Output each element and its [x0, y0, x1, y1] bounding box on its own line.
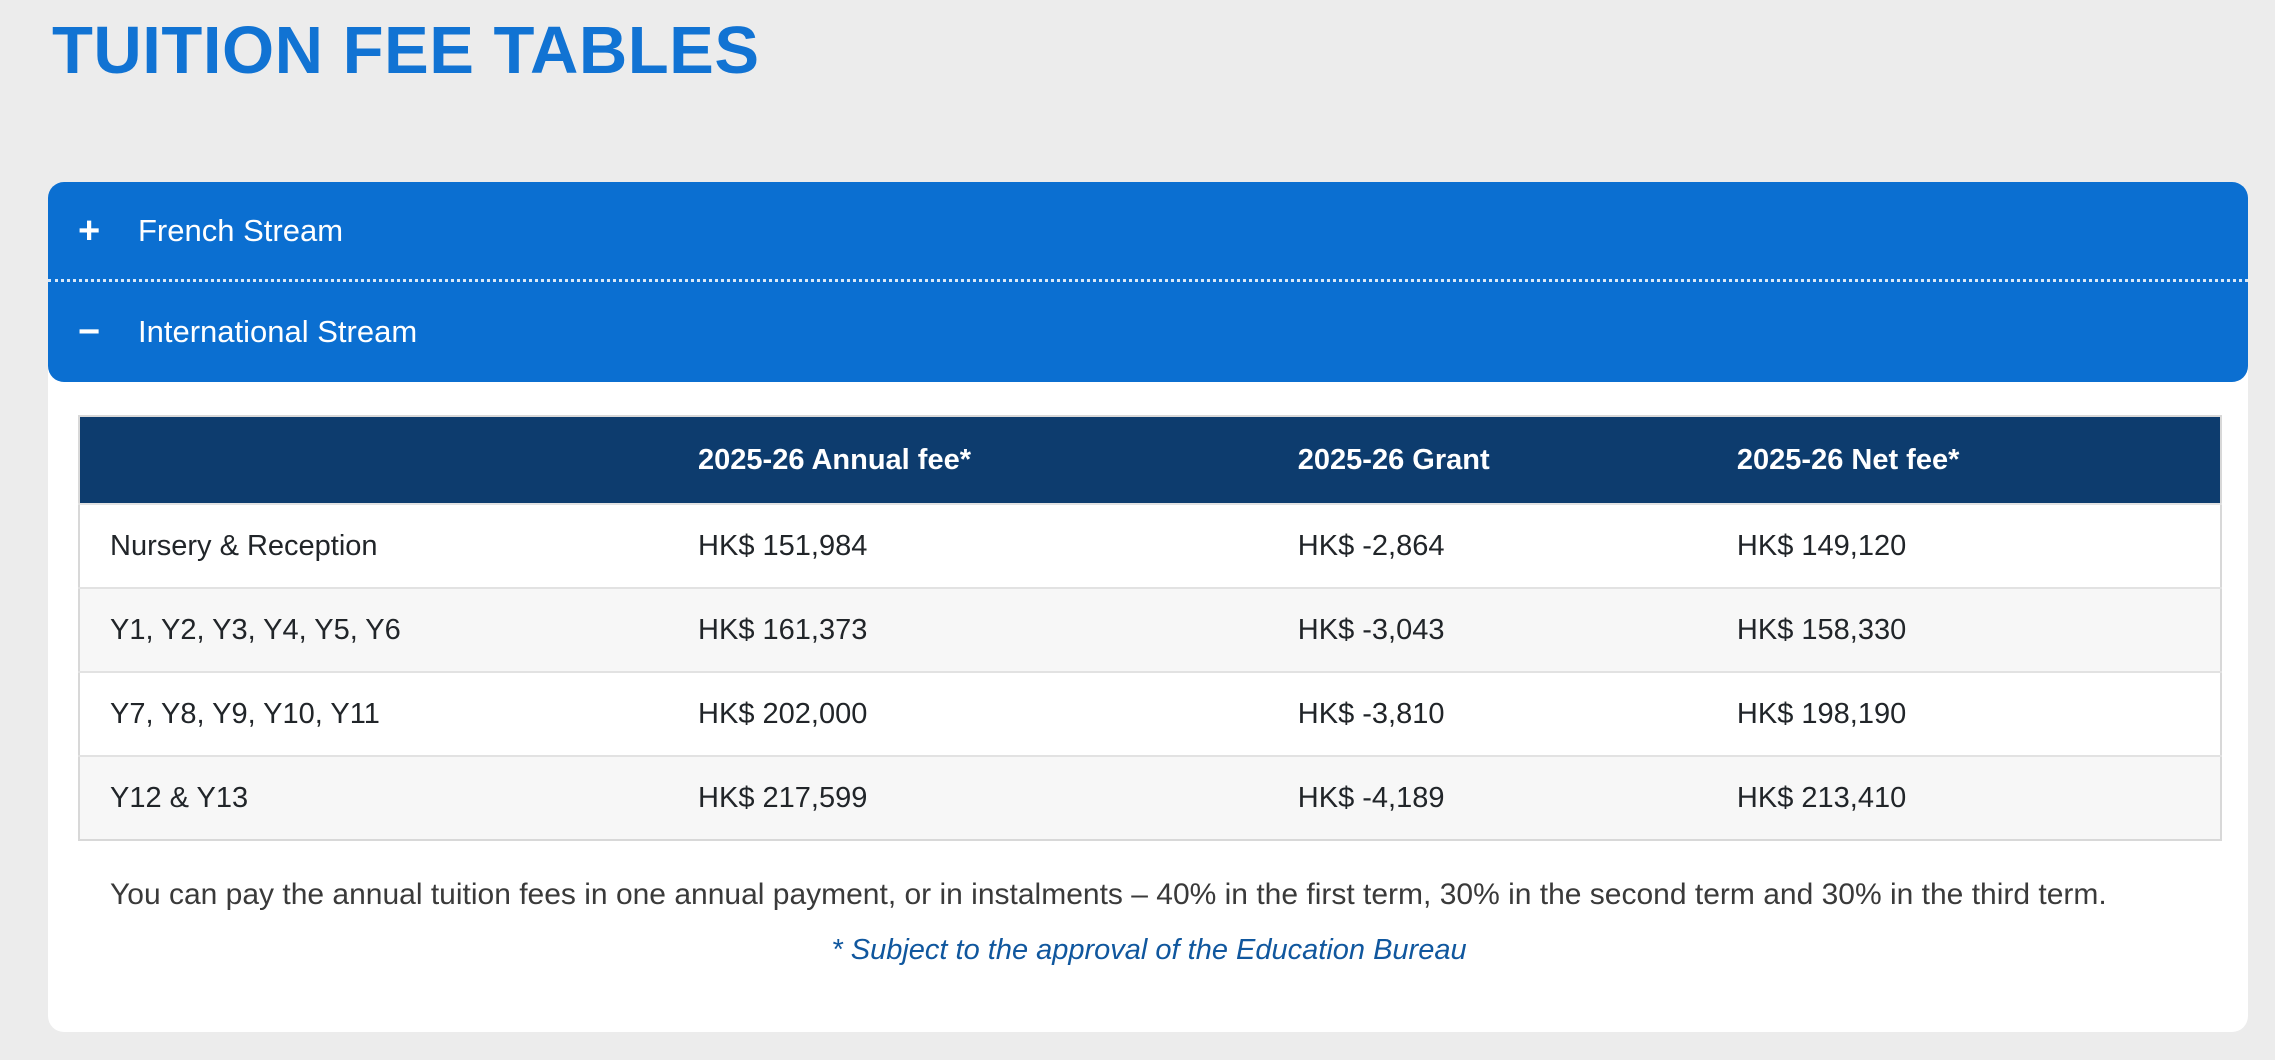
- year-group-cell: Y1, Y2, Y3, Y4, Y5, Y6: [79, 587, 669, 672]
- table-row: Y1, Y2, Y3, Y4, Y5, Y6 HK$ 161,373 HK$ -…: [79, 587, 2221, 672]
- accordion-header-international-stream[interactable]: − International Stream: [48, 282, 2248, 382]
- minus-icon: −: [78, 311, 101, 353]
- net-fee-cell: HK$ 198,190: [1706, 671, 2221, 756]
- annual-fee-cell: HK$ 151,984: [668, 503, 1268, 588]
- grant-cell: HK$ -2,864: [1267, 503, 1707, 588]
- tuition-fee-card: + French Stream − International Stream 2…: [48, 182, 2248, 1032]
- tuition-fee-table: 2025-26 Annual fee* 2025-26 Grant 2025-2…: [78, 415, 2222, 841]
- net-fee-cell: HK$ 213,410: [1706, 755, 2221, 840]
- year-group-cell: Y12 & Y13: [79, 755, 669, 840]
- grant-cell: HK$ -3,043: [1267, 587, 1707, 672]
- column-header-net-fee: 2025-26 Net fee*: [1706, 416, 2221, 504]
- payment-instructions-text: You can pay the annual tuition fees in o…: [110, 878, 2107, 911]
- education-bureau-footnote: * Subject to the approval of the Educati…: [831, 934, 1467, 967]
- table-row: Y12 & Y13 HK$ 217,599 HK$ -4,189 HK$ 213…: [79, 755, 2221, 840]
- international-stream-panel: 2025-26 Annual fee* 2025-26 Grant 2025-2…: [48, 382, 2248, 967]
- column-header-year-group: [79, 416, 669, 504]
- table-row: Y7, Y8, Y9, Y10, Y11 HK$ 202,000 HK$ -3,…: [79, 671, 2221, 756]
- year-group-cell: Y7, Y8, Y9, Y10, Y11: [79, 671, 669, 756]
- accordion-label-french-stream: French Stream: [138, 212, 344, 248]
- net-fee-cell: HK$ 158,330: [1706, 587, 2221, 672]
- year-group-cell: Nursery & Reception: [79, 503, 669, 588]
- net-fee-cell: HK$ 149,120: [1706, 503, 2221, 588]
- annual-fee-cell: HK$ 217,599: [668, 755, 1268, 840]
- plus-icon: +: [78, 209, 101, 252]
- accordion-label-international-stream: International Stream: [138, 314, 418, 349]
- annual-fee-cell: HK$ 161,373: [668, 587, 1268, 672]
- table-row: Nursery & Reception HK$ 151,984 HK$ -2,8…: [79, 503, 2221, 588]
- accordion-header-french-stream[interactable]: + French Stream: [48, 182, 2248, 282]
- grant-cell: HK$ -4,189: [1267, 755, 1707, 840]
- column-header-annual-fee: 2025-26 Annual fee*: [668, 416, 1268, 504]
- column-header-grant: 2025-26 Grant: [1267, 416, 1707, 504]
- annual-fee-cell: HK$ 202,000: [668, 671, 1268, 756]
- stream-accordion: + French Stream − International Stream: [48, 182, 2248, 382]
- grant-cell: HK$ -3,810: [1267, 671, 1707, 756]
- table-header-row: 2025-26 Annual fee* 2025-26 Grant 2025-2…: [79, 416, 2221, 504]
- page-title: TUITION FEE TABLES: [52, 13, 760, 88]
